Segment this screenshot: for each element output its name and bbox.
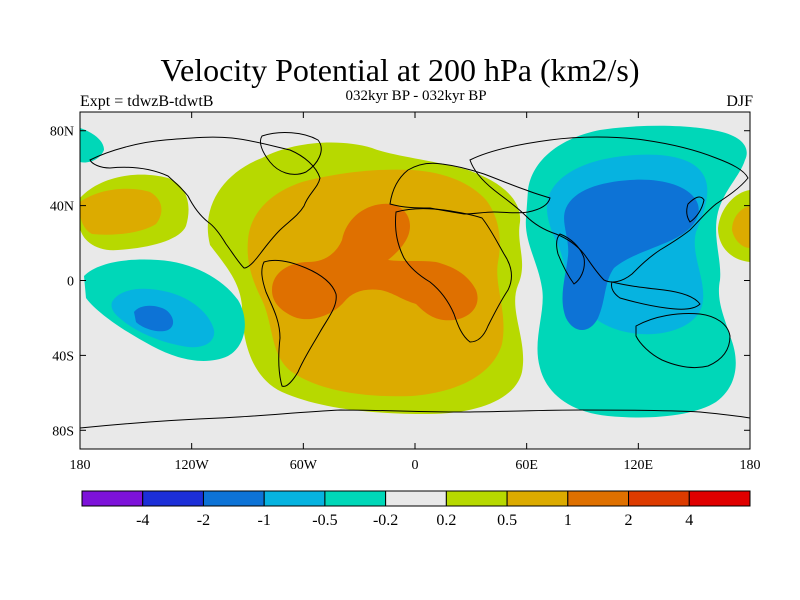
y-tick-label: 80S: [52, 424, 74, 439]
colorbar-label: 2: [625, 512, 633, 529]
colorbar-swatch: [324, 490, 387, 507]
y-tick-label: 40N: [50, 200, 74, 215]
colorbar-label: 1: [564, 512, 572, 529]
colorbar-label: -0.2: [373, 512, 398, 529]
coastline-southeast-asia: [611, 281, 701, 310]
coastline-greenland: [259, 132, 322, 175]
coastline-australia: [635, 313, 731, 369]
coastlines: [80, 132, 750, 429]
negative-contours: [80, 125, 747, 418]
x-tick-label: 60W: [290, 458, 318, 473]
coastline-south-america: [261, 259, 337, 387]
colorbar-label: 0.2: [436, 512, 456, 529]
experiment-label: Expt = tdwzB-tdwtB: [80, 93, 214, 110]
colorbar-label: -4: [136, 512, 149, 529]
colorbar-swatch: [628, 490, 690, 507]
y-tick-label: 80N: [50, 125, 74, 140]
colorbar-swatch: [142, 490, 204, 507]
coastline-japan: [686, 196, 705, 223]
axis-ticks: [79, 112, 751, 449]
colorbar-swatch: [385, 490, 447, 507]
coastline-north-america: [89, 136, 321, 269]
positive-contour-0.5-east-edge: [732, 206, 750, 248]
coastline-antarctica: [80, 409, 750, 429]
negative-contour-1: [562, 179, 699, 330]
coastline-europe: [389, 162, 551, 215]
colorbar-swatch: [263, 490, 326, 507]
x-tick-label: 0: [412, 458, 419, 473]
colorbar-label: 0.5: [497, 512, 517, 529]
colorbar-label: -1: [258, 512, 271, 529]
x-tick-label: 60E: [515, 458, 538, 473]
coastline-africa: [395, 208, 512, 343]
colorbar-swatch: [506, 490, 569, 507]
colorbar-label: -0.5: [312, 512, 337, 529]
positive-contour-0.5-eastpac: [80, 188, 162, 235]
colorbar-swatch: [202, 490, 265, 507]
axis-labels: 180 120W 60W 0 60E 120E 180 80N 40N 0 40S 80S: [50, 125, 761, 473]
chart-subtitle: 032kyr BP - 032kyr BP: [345, 88, 487, 104]
x-tick-label: 120W: [175, 458, 210, 473]
x-tick-label: 180: [70, 458, 91, 473]
colorbar-swatch: [81, 490, 144, 507]
coastline-asia: [469, 136, 749, 283]
colorbar-label: -2: [197, 512, 210, 529]
chart-title: Velocity Potential at 200 hPa (km2/s): [160, 52, 640, 88]
colorbar: [81, 490, 751, 507]
colorbar-swatch: [567, 490, 630, 507]
negative-contour-0.2-north: [80, 128, 104, 163]
y-tick-label: 40S: [52, 349, 74, 364]
x-tick-label: 180: [740, 458, 761, 473]
colorbar-label: 4: [685, 512, 693, 529]
colorbar-labels: -4 -2 -1 -0.5 -0.2 0.2 0.5 1 2 4: [136, 512, 693, 529]
x-tick-label: 120E: [624, 458, 654, 473]
positive-contour-1: [272, 203, 478, 321]
negative-contour-1-southpac: [134, 305, 174, 332]
colorbar-swatch: [688, 490, 751, 507]
coastline-india: [556, 233, 585, 285]
colorbar-swatch: [445, 490, 508, 507]
season-label: DJF: [726, 93, 753, 110]
y-tick-label: 0: [67, 275, 74, 290]
